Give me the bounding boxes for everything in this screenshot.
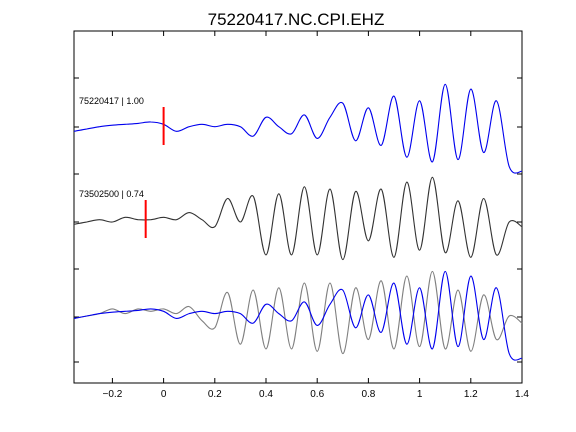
x-tick-label-2: 0.2 [208,389,222,400]
x-axis: −0.2 0 0.2 0.4 0.6 0.8 1 1.2 1.4 [103,31,529,400]
trace-labels: 75220417 | 1.00 73502500 | 0.74 [79,96,165,238]
trace-0-0 [73,83,523,174]
x-tick-label-7: 1.2 [464,389,478,400]
plot-frame [73,30,523,384]
x-tick-label-6: 1 [417,389,423,400]
traces [73,83,523,361]
chart-title: 75220417.NC.CPI.EHZ [208,10,385,29]
x-tick-label-4: 0.6 [310,389,324,400]
trace-label-0: 75220417 | 1.00 [79,96,144,106]
x-tick-label-3: 0.4 [259,389,273,400]
trace-label-1: 73502500 | 0.74 [79,189,144,199]
x-tick-label-1: 0 [161,389,167,400]
x-tick-label-5: 0.8 [361,389,375,400]
trace-2-1 [73,270,523,361]
x-tick-label-8: 1.4 [515,389,529,400]
trace-2-0 [73,270,523,355]
y-tick-marks [74,77,522,363]
x-tick-label-0: −0.2 [103,389,123,400]
trace-1-0 [73,176,523,261]
